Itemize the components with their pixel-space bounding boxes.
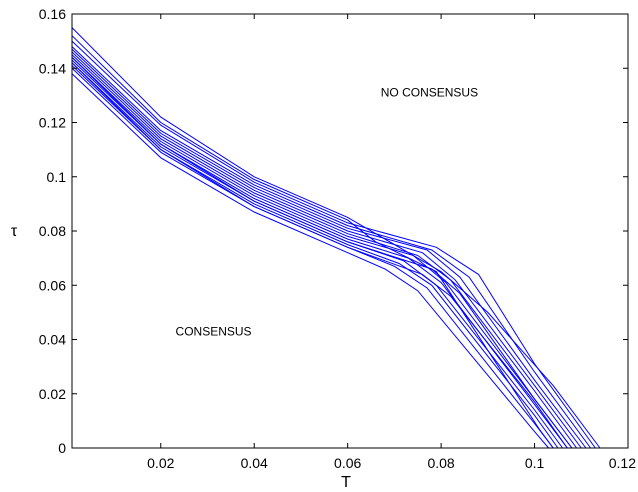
y-tick-label: 0.04	[39, 332, 66, 348]
series-line-15	[71, 62, 568, 449]
y-tick-label: 0.16	[39, 6, 66, 22]
y-tick-label: 0	[58, 440, 66, 456]
series-layer	[71, 27, 601, 449]
plot-background	[72, 14, 628, 448]
series-line-2	[71, 67, 554, 449]
x-tick-label: 0.04	[241, 455, 268, 471]
y-ticks: 0 0.02 0.04 0.06 0.08 0.1 0.12 0.14 0.16	[39, 6, 628, 456]
series-line-1	[71, 73, 549, 449]
y-axis-label: τ	[11, 223, 18, 240]
x-tick-label: 0.12	[609, 455, 636, 471]
x-tick-label: 0.08	[427, 455, 454, 471]
y-tick-label: 0.12	[39, 115, 66, 131]
y-tick-label: 0.02	[39, 386, 66, 402]
annotations: NO CONSENSUS CONSENSUS	[176, 86, 479, 339]
series-line-12	[71, 35, 554, 449]
x-ticks: 0.02 0.04 0.06 0.08 0.1 0.12	[147, 14, 636, 471]
x-tick-label: 0.06	[334, 455, 361, 471]
series-line-7	[71, 54, 578, 449]
y-tick-label: 0.1	[47, 169, 67, 185]
series-line-14	[71, 57, 573, 449]
x-axis-label: T	[341, 474, 351, 491]
series-line-9	[71, 48, 587, 449]
series-line-10	[71, 46, 592, 449]
y-tick-label: 0.06	[39, 277, 66, 293]
series-line-13	[71, 27, 601, 449]
x-tick-label: 0.1	[525, 455, 545, 471]
y-tick-label: 0.08	[39, 223, 66, 239]
series-line-11	[71, 40, 596, 449]
series-line-6	[71, 57, 573, 449]
annotation-label: NO CONSENSUS	[381, 86, 478, 100]
annotation-label: CONSENSUS	[176, 324, 252, 338]
x-tick-label: 0.02	[147, 455, 174, 471]
series-line-8	[71, 51, 582, 449]
y-tick-label: 0.14	[39, 60, 66, 76]
